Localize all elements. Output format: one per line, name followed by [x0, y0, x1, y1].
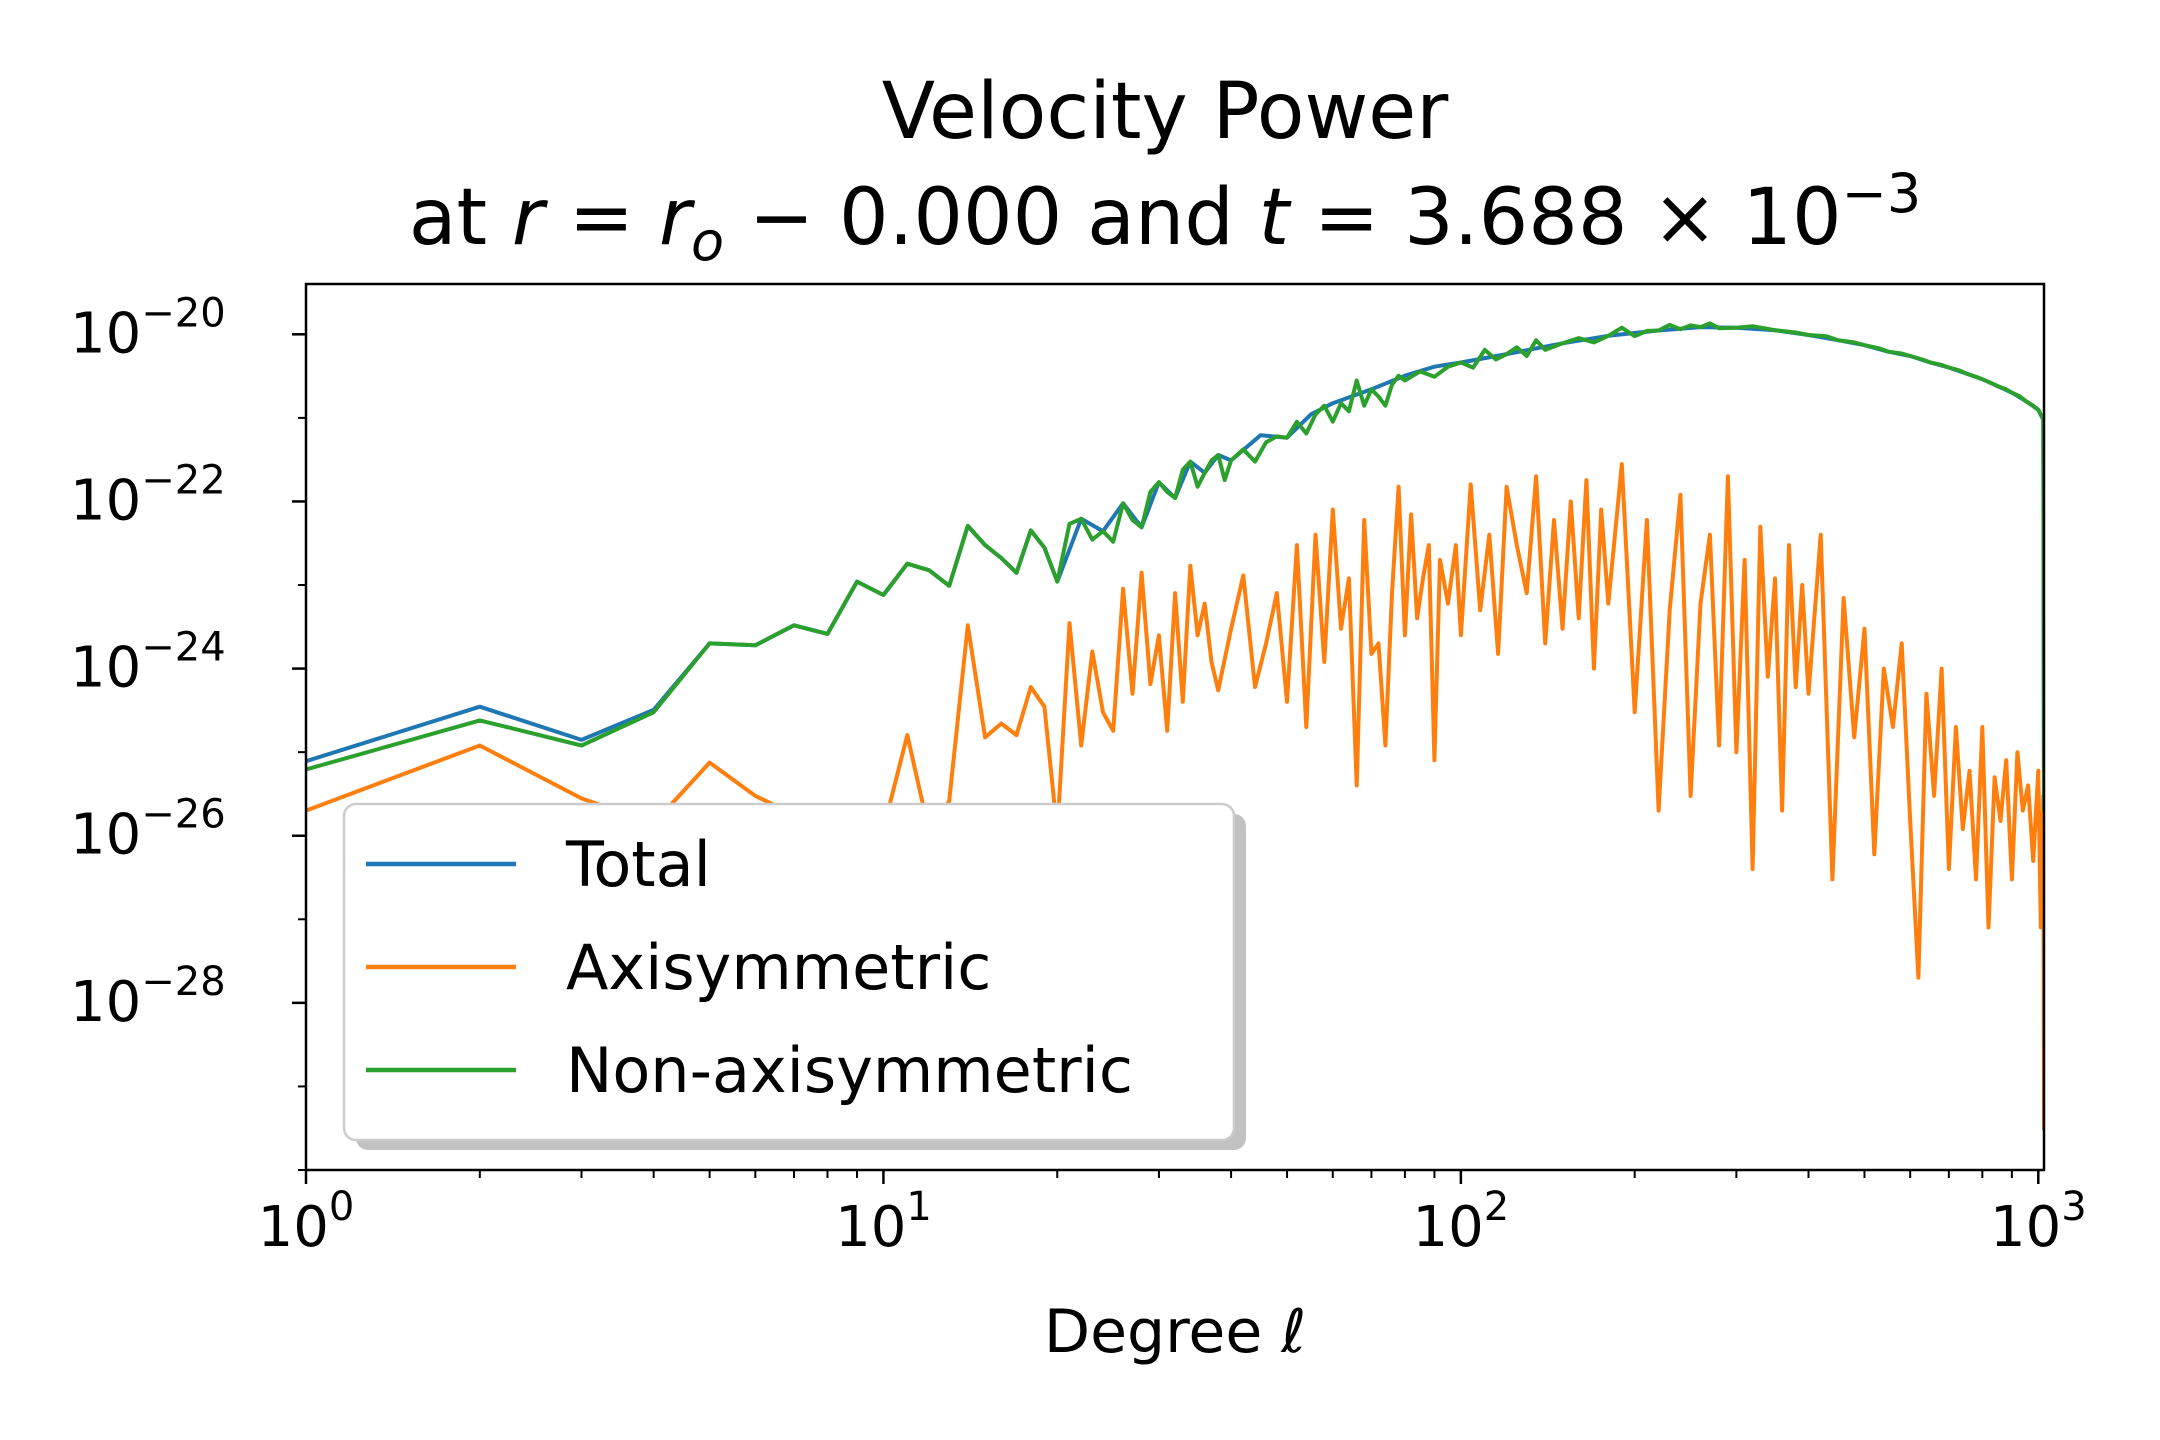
legend-label-total: Total	[565, 828, 711, 901]
subtitle-eq2: = 3.688 × 10	[1289, 173, 1841, 263]
x-axis-label: Degree ℓ	[1044, 1297, 1306, 1367]
x-tick-label: 101	[835, 1184, 932, 1260]
legend-label-non-axisymmetric: Non-axisymmetric	[566, 1034, 1133, 1107]
plot-frame	[304, 282, 2046, 1172]
legend-items: Total Axisymmetric Non-axisymmetric	[366, 828, 1133, 1107]
x-tick-label: 102	[1413, 1184, 1510, 1260]
y-tick-label: 10−24	[70, 625, 226, 701]
subtitle-t: t	[1259, 173, 1292, 263]
legend-box	[342, 802, 1236, 1142]
series-layer	[306, 321, 2044, 1131]
y-tick-label: 10−26	[70, 792, 226, 868]
subtitle-ro: r	[659, 173, 696, 263]
chart-title: Velocity Power	[882, 67, 1450, 157]
subtitle-eq1: =	[544, 173, 659, 263]
series-line-axisymmetric	[306, 462, 2044, 1131]
legend: Total Axisymmetric Non-axisymmetric	[342, 802, 1246, 1150]
y-tick-label: 10−28	[70, 959, 226, 1035]
subtitle-ro-sub: o	[691, 210, 724, 273]
subtitle-prefix: at	[409, 173, 512, 263]
subtitle-r: r	[512, 173, 549, 263]
chart-subtitle: at r = ro − 0.000 and t = 3.688 × 10−3	[409, 162, 1922, 273]
y-axis-ticks: 10−20 10−22 10−24 10−26 10−28	[70, 290, 306, 1171]
x-tick-label: 100	[258, 1184, 355, 1260]
y-tick-label: 10−20	[70, 290, 226, 366]
series-line-non-axisymmetric	[306, 321, 2044, 811]
legend-label-axisymmetric: Axisymmetric	[566, 931, 991, 1004]
subtitle-exp: −3	[1842, 162, 1922, 225]
x-tick-label: 103	[1990, 1184, 2087, 1260]
y-tick-label: 10−22	[70, 457, 226, 533]
x-axis-ticks: 100 101 102 103	[258, 1170, 2087, 1260]
subtitle-minus: − 0.000 and	[724, 173, 1259, 263]
